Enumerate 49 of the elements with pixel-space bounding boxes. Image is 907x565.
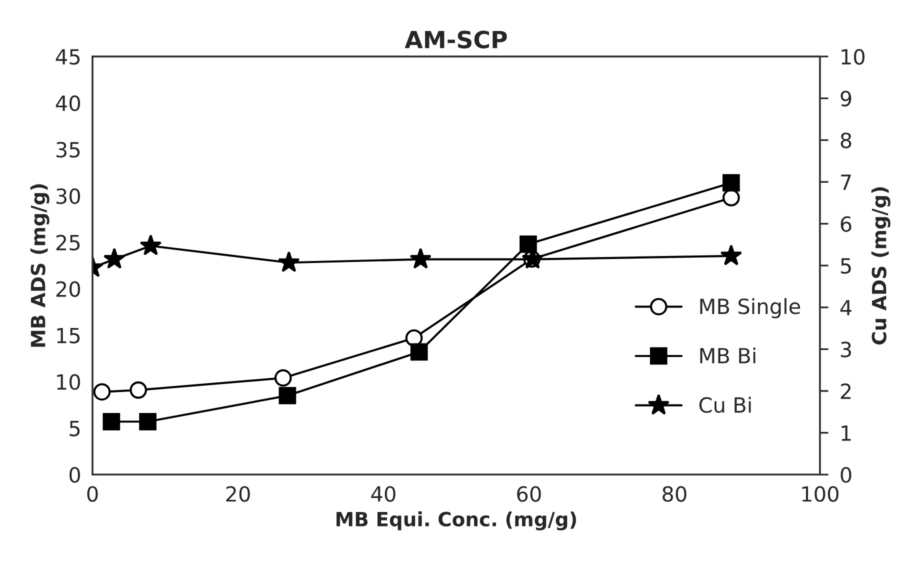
legend-label: Cu Bi — [699, 396, 751, 413]
x-tick-label: 60 — [517, 486, 541, 502]
y-tick-label: 40 — [56, 95, 80, 112]
y2-axis-title: Cu ADS (mg/g) — [871, 187, 890, 344]
point — [520, 235, 537, 253]
point — [102, 412, 120, 430]
point — [278, 386, 296, 404]
point — [103, 248, 126, 269]
y-tick-label: 20 — [56, 281, 80, 297]
point — [720, 244, 742, 266]
y-tick-label: 25 — [56, 234, 80, 251]
y-tick-label: 35 — [56, 142, 80, 158]
y2-tick-label: 5 — [840, 258, 851, 274]
legend-label: MB Bi — [700, 347, 756, 364]
point — [722, 174, 740, 192]
y2-tick-label: 4 — [840, 300, 852, 316]
y2-tick-label: 7 — [841, 174, 851, 190]
point — [274, 369, 292, 387]
y2-tick-label: 0 — [840, 467, 852, 483]
point — [130, 381, 148, 399]
point — [410, 248, 432, 269]
chart-title: AM-SCP — [404, 30, 507, 48]
legend-label: MB Single — [700, 298, 800, 318]
x-axis-title: MB Equi. Conc. (mg/g) — [336, 511, 576, 530]
y-tick-label: 0 — [70, 467, 80, 483]
x-tick-label: 20 — [226, 486, 250, 502]
y-axis-title: MB ADS (mg/g) — [30, 184, 50, 347]
y-tick-label: 5 — [70, 420, 80, 436]
x-tick-label: 100 — [802, 486, 838, 502]
x-tick-label: 0 — [87, 486, 98, 502]
y-tick-label: 45 — [56, 49, 80, 65]
y-tick-label: 30 — [56, 188, 80, 204]
y-tick-label: 15 — [57, 328, 80, 344]
point — [93, 383, 111, 401]
point — [140, 234, 162, 256]
y-tick-label: 10 — [57, 374, 80, 390]
y2-tick-label: 3 — [840, 342, 851, 358]
y2-tick-label: 1 — [842, 426, 851, 441]
y2-tick-label: 10 — [842, 48, 864, 65]
x-tick-label: 80 — [662, 486, 686, 502]
y2-tick-label: 2 — [840, 383, 851, 399]
x-tick-label: 40 — [371, 486, 396, 502]
y2-tick-label: 8 — [840, 132, 852, 148]
point — [278, 251, 300, 272]
point — [405, 329, 423, 347]
y2-tick-label: 6 — [840, 216, 852, 232]
y2-tick-label: 9 — [840, 90, 852, 107]
point — [410, 343, 428, 361]
point — [139, 412, 156, 430]
